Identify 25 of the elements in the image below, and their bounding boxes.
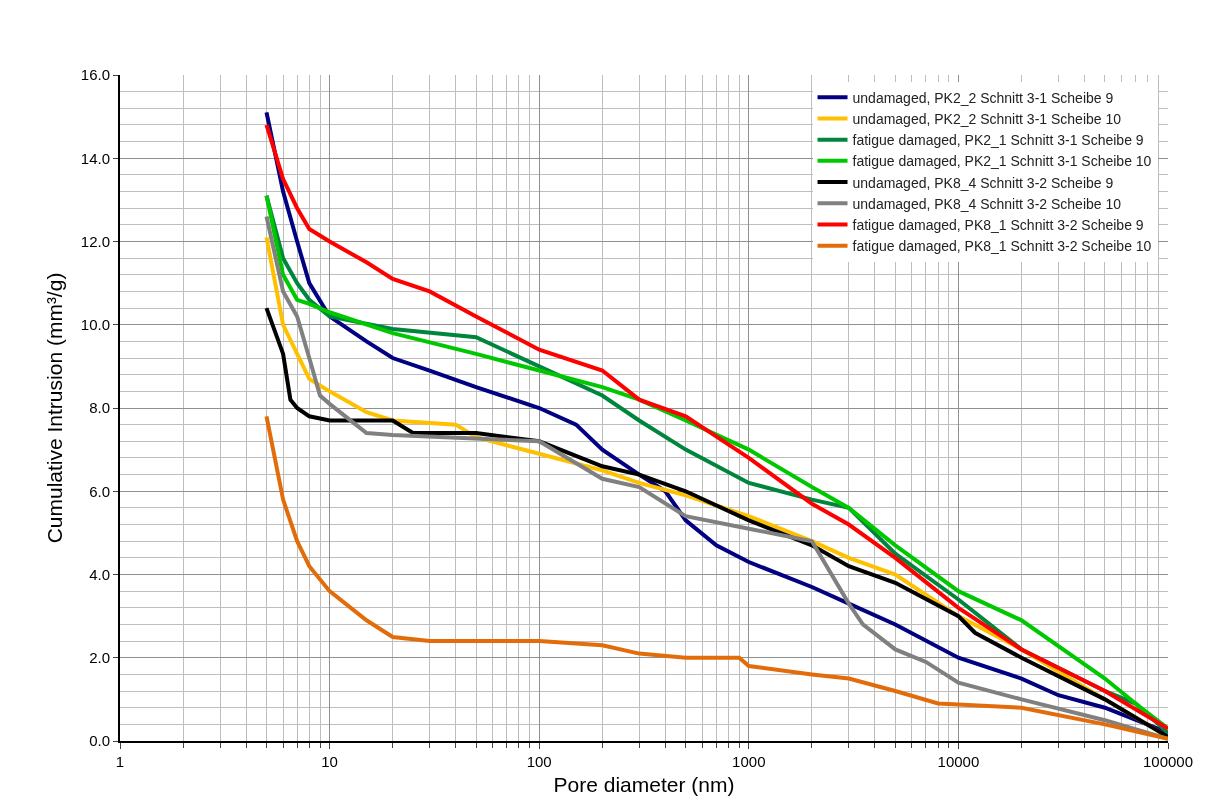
x-tick-label: 10: [321, 753, 338, 770]
x-tick-label: 100000: [1142, 753, 1194, 770]
legend-label: fatigue damaged, PK2_1 Schnitt 3-1 Scheibe 10: [852, 153, 1152, 170]
x-tick-label: 1: [115, 753, 125, 770]
legend-label: fatigue damaged, PK8_1 Schnitt 3-2 Scheibe 10: [852, 238, 1152, 255]
legend-label: undamaged, PK2_2 Schnitt 3-1 Scheibe 9: [852, 89, 1114, 106]
y-tick-label: 10.0: [80, 316, 110, 333]
legend-label: fatigue damaged, PK2_1 Schnitt 3-1 Scheibe 9: [852, 132, 1144, 149]
y-tick-label: 6.0: [89, 482, 110, 500]
x-axis-title: Pore diameter (nm): [553, 772, 735, 796]
y-tick-label: 16.0: [80, 66, 110, 84]
y-axis-title: Cumulative Intrusion (mm³/g): [43, 272, 67, 544]
legend-label: undamaged, PK2_2 Schnitt 3-1 Scheibe 10: [852, 110, 1122, 127]
y-tick-label: 12.0: [80, 232, 110, 250]
legend-label: undamaged, PK8_4 Schnitt 3-2 Scheibe 9: [852, 174, 1114, 191]
legend-label: undamaged, PK8_4 Schnitt 3-2 Scheibe 10: [852, 195, 1122, 212]
y-tick-label: 2.0: [89, 649, 110, 666]
x-tick-label: 1000: [732, 753, 766, 770]
y-tick-label: 0.0: [89, 732, 110, 750]
legend-label: fatigue damaged, PK8_1 Schnitt 3-2 Scheibe 9: [852, 216, 1144, 233]
y-tick-label: 8.0: [89, 399, 110, 417]
y-tick-label: 4.0: [89, 565, 110, 583]
x-tick-label: 100: [526, 753, 552, 770]
x-tick-label: 10000: [937, 753, 980, 770]
y-tick-label: 14.0: [80, 149, 110, 167]
